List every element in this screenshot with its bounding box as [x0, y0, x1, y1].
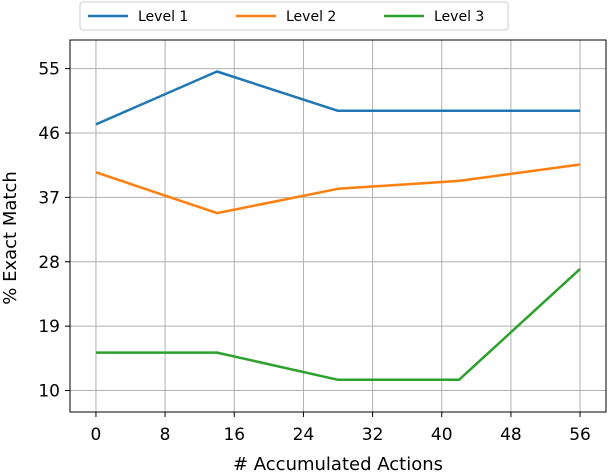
x-tick-label: 48 [500, 425, 522, 445]
y-tick-label: 37 [38, 188, 60, 208]
x-axis-title: # Accumulated Actions [233, 454, 443, 474]
series-line-level-1 [95, 70, 581, 126]
x-tick-label: 56 [569, 425, 591, 445]
y-tick-label: 19 [38, 317, 60, 337]
legend-label-level-1: Level 1 [138, 9, 188, 25]
x-tick-label: 32 [362, 425, 384, 445]
legend-label-level-3: Level 3 [434, 9, 484, 25]
y-tick-label: 55 [38, 60, 60, 80]
y-tick-label: 46 [38, 124, 60, 144]
x-tick-label: 24 [293, 425, 315, 445]
series-line-level-3 [95, 267, 581, 382]
y-tick-label: 10 [38, 382, 60, 402]
y-axis-title: % Exact Match [0, 171, 21, 304]
x-tick-label: 40 [431, 425, 453, 445]
x-tick-label: 8 [160, 425, 171, 445]
x-tick-label: 0 [91, 425, 102, 445]
legend-frame [79, 1, 509, 31]
grid-lines [70, 40, 606, 412]
legend: Level 1 Level 2 Level 3 [79, 1, 509, 31]
legend-label-level-2: Level 2 [286, 9, 336, 25]
series-lines [95, 70, 581, 382]
axis-ticks: 0 8 16 24 32 40 48 56 10 19 28 37 46 55 [38, 60, 591, 445]
x-tick-label: 16 [223, 425, 245, 445]
series-line-level-2 [95, 163, 581, 215]
plot-frame [69, 39, 607, 413]
y-tick-label: 28 [38, 253, 60, 273]
